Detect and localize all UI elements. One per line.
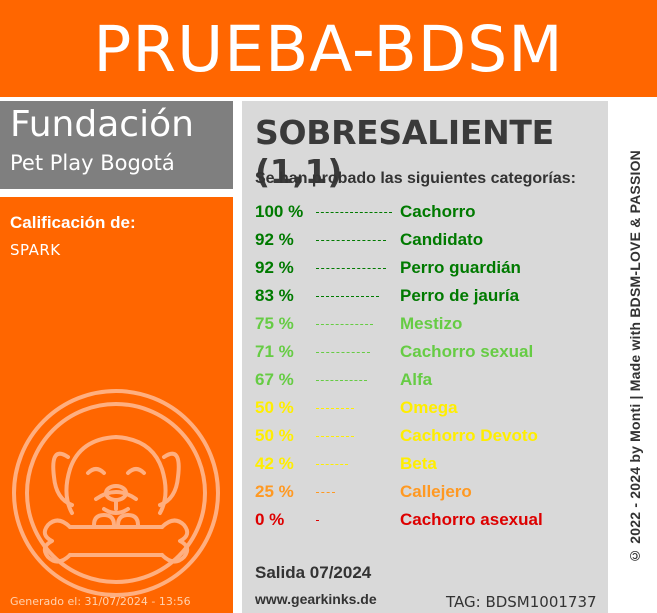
category-score-bar (316, 352, 370, 353)
category-score-bar (316, 436, 354, 437)
category-name: Beta (400, 454, 437, 473)
category-row: 42 % Beta (255, 452, 605, 480)
category-name: Cachorro Devoto (400, 426, 538, 445)
result-panel: SOBRESALIENTE (1,1) Se han probado las s… (242, 101, 608, 613)
generated-timestamp: Generado el: 31/07/2024 - 13:56 (10, 595, 191, 608)
category-row: 83 % Perro de jauría (255, 284, 605, 312)
banner-title: PRUEBA-BDSM (93, 13, 564, 86)
category-row: 75 % Mestizo (255, 312, 605, 340)
rated-person-name: SPARK (10, 241, 61, 259)
category-percent: 75 % (255, 314, 294, 333)
rated-person-panel: Calificación de: SPARK (0, 197, 233, 613)
category-name: Callejero (400, 482, 472, 501)
dog-bone-emblem-icon (12, 389, 220, 597)
category-name: Cachorro asexual (400, 510, 543, 529)
category-percent: 50 % (255, 426, 294, 445)
category-percent: 100 % (255, 202, 304, 221)
category-list: 100 % Cachorro 92 % Candidato 92 % Perro guar… (255, 200, 605, 536)
release-date: Salida 07/2024 (255, 563, 372, 582)
category-score-bar (316, 296, 379, 297)
category-percent: 83 % (255, 286, 294, 305)
website-link[interactable]: www.gearkinks.de (255, 591, 377, 607)
category-percent: 92 % (255, 258, 294, 277)
category-score-bar (316, 212, 392, 213)
copyright-text: © 2022 - 2024 by Monti | Made with BDSM-… (626, 150, 643, 564)
organization-box: Fundación Pet Play Bogotá (0, 101, 233, 189)
organization-name: Fundación (10, 104, 194, 145)
category-row: 100 % Cachorro (255, 200, 605, 228)
copyright-sidebar: © 2022 - 2024 by Monti | Made with BDSM-… (612, 101, 657, 613)
category-name: Cachorro sexual (400, 342, 534, 361)
category-name: Alfa (400, 370, 433, 389)
category-name: Mestizo (400, 314, 463, 333)
category-percent: 0 % (255, 510, 285, 529)
category-row: 50 % Omega (255, 396, 605, 424)
category-score-bar (316, 464, 348, 465)
category-percent: 67 % (255, 370, 294, 389)
category-score-bar (316, 492, 335, 493)
category-score-bar (316, 408, 354, 409)
category-name: Perro guardián (400, 258, 521, 277)
category-score-bar (316, 380, 367, 381)
category-score-bar (316, 268, 386, 269)
category-name: Omega (400, 398, 458, 417)
header-banner: PRUEBA-BDSM (0, 0, 657, 97)
category-percent: 25 % (255, 482, 294, 501)
category-row: 67 % Alfa (255, 368, 605, 396)
category-score-bar (316, 240, 386, 241)
category-row: 0 % Cachorro asexual (255, 508, 605, 536)
certificate-tag: TAG: BDSM1001737 (446, 593, 597, 611)
category-name: Perro de jauría (400, 286, 520, 305)
organization-subtitle: Pet Play Bogotá (10, 151, 175, 175)
category-score-bar (316, 520, 319, 521)
overall-rating: SOBRESALIENTE (1,1) (255, 113, 554, 191)
categories-intro: Se han probado las siguientes categorías… (255, 170, 576, 187)
category-percent: 42 % (255, 454, 294, 473)
category-percent: 50 % (255, 398, 294, 417)
category-row: 25 % Callejero (255, 480, 605, 508)
category-name: Cachorro (400, 202, 476, 221)
rating-for-label: Calificación de: (10, 213, 136, 232)
category-row: 50 % Cachorro Devoto (255, 424, 605, 452)
category-row: 71 % Cachorro sexual (255, 340, 605, 368)
category-row: 92 % Perro guardián (255, 256, 605, 284)
category-percent: 71 % (255, 342, 294, 361)
category-name: Candidato (400, 230, 484, 249)
category-score-bar (316, 324, 373, 325)
category-percent: 92 % (255, 230, 294, 249)
category-row: 92 % Candidato (255, 228, 605, 256)
